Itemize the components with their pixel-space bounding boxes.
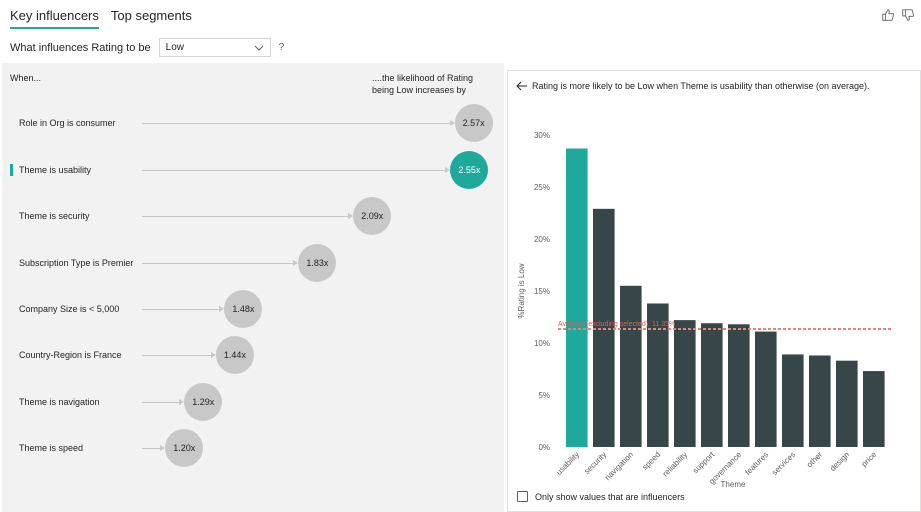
bar-reliability[interactable] — [674, 320, 696, 447]
target-filter: What influences Rating to be Low ? — [10, 38, 284, 57]
tab-strip: Key influencers Top segments — [10, 8, 192, 29]
influencer-row[interactable]: Theme is security 2.09x — [2, 196, 504, 236]
connector-arrow-icon — [445, 167, 451, 173]
tab-key-influencers[interactable]: Key influencers — [10, 8, 99, 29]
influencer-label: Subscription Type is Premier — [19, 258, 134, 268]
y-tick-label: 30% — [534, 131, 550, 140]
detail-description: Rating is more likely to be Low when The… — [532, 81, 870, 91]
influencers-only-checkbox[interactable]: Only show values that are influencers — [517, 491, 685, 502]
influencer-label: Theme is security — [19, 211, 90, 221]
bar-speed[interactable] — [647, 303, 669, 447]
bar-services[interactable] — [782, 354, 804, 447]
influencer-value-bubble[interactable]: 2.09x — [353, 197, 392, 235]
x-tick-label: price — [860, 450, 879, 469]
connector-arrow-icon — [348, 213, 354, 219]
influencer-connector-line — [142, 170, 447, 171]
bar-features[interactable] — [755, 331, 777, 447]
influencer-value-bubble[interactable]: 1.20x — [165, 429, 204, 467]
connector-arrow-icon — [210, 352, 216, 358]
influencer-label: Role in Org is consumer — [19, 118, 116, 128]
influencer-label: Company Size is < 5,000 — [19, 304, 120, 314]
connector-arrow-icon — [293, 260, 299, 266]
checkbox-label: Only show values that are influencers — [535, 491, 685, 502]
bar-security[interactable] — [593, 208, 615, 447]
help-icon[interactable]: ? — [278, 42, 285, 53]
x-tick-label: usability — [554, 450, 581, 477]
x-tick-label: reliability — [661, 450, 689, 478]
influencer-value-bubble[interactable]: 1.48x — [224, 290, 263, 328]
influencer-row[interactable]: Theme is speed 1.20x — [2, 428, 504, 468]
bar-price[interactable] — [863, 371, 885, 447]
influencer-row[interactable]: Theme is navigation 1.29x — [2, 382, 504, 422]
bar-design[interactable] — [836, 360, 858, 447]
influencer-connector-line — [142, 309, 221, 310]
influencer-label: Country-Region is France — [19, 350, 122, 360]
x-tick-label: other — [805, 450, 824, 469]
x-axis-title: Theme — [721, 480, 746, 489]
influencer-connector-line — [142, 355, 212, 356]
influencer-connector-line — [142, 263, 295, 264]
influencer-value-bubble[interactable]: 2.57x — [454, 104, 493, 142]
y-tick-label: 10% — [534, 339, 550, 348]
when-header: When... — [10, 73, 42, 83]
connector-arrow-icon — [219, 306, 225, 312]
influencer-row[interactable]: Role in Org is consumer 2.57x — [2, 103, 504, 143]
influencer-connector-line — [142, 216, 350, 217]
bar-other[interactable] — [809, 355, 831, 447]
x-tick-label: security — [582, 450, 608, 476]
y-tick-label: 0% — [538, 443, 550, 452]
bar-governance[interactable] — [728, 324, 750, 447]
influencer-label: Theme is speed — [19, 443, 84, 453]
x-tick-label: navigation — [603, 450, 635, 482]
dropdown-selected-value: Low — [165, 42, 184, 53]
connector-arrow-icon — [179, 399, 185, 405]
average-reference-label: Average (excluding selected): 11.35% — [558, 321, 675, 328]
influencer-value-bubble[interactable]: 1.83x — [298, 244, 337, 282]
x-tick-label: design — [828, 450, 851, 473]
influencers-panel: When... ....the likelihood of Rating bei… — [2, 63, 504, 512]
selected-marker — [10, 164, 13, 176]
influencer-connector-line — [142, 448, 162, 449]
likelihood-header: ....the likelihood of Rating being Low i… — [372, 73, 474, 95]
thumbs-up-icon[interactable] — [881, 8, 895, 22]
y-axis-title: %Rating is Low — [517, 263, 526, 318]
connector-arrow-icon — [449, 120, 455, 126]
influencer-connector-line — [142, 402, 181, 403]
x-tick-label: speed — [640, 450, 662, 472]
feedback-buttons — [881, 8, 915, 22]
influencer-row[interactable]: Company Size is < 5,000 1.48x — [2, 289, 504, 329]
x-tick-label: support — [691, 450, 717, 476]
influencer-label: Theme is usability — [19, 165, 92, 175]
influencer-label: Theme is navigation — [19, 397, 100, 407]
detail-panel: Rating is more likely to be Low when The… — [507, 70, 921, 512]
rating-by-theme-chart: 0% 5% 10% 15% 20% 25% 30% %Rating is Low usabili… — [517, 131, 892, 489]
back-arrow-icon[interactable] — [516, 81, 528, 91]
influencer-value-bubble[interactable]: 2.55x — [450, 151, 489, 189]
rating-value-dropdown[interactable]: Low — [158, 38, 271, 57]
filter-label: What influences Rating to be — [10, 41, 151, 54]
y-tick-label: 20% — [534, 235, 550, 244]
connector-arrow-icon — [160, 445, 166, 451]
influencer-value-bubble[interactable]: 1.44x — [215, 336, 254, 374]
detail-header: Rating is more likely to be Low when The… — [516, 81, 870, 91]
chevron-down-icon — [254, 45, 263, 51]
bar-usability[interactable] — [566, 148, 588, 447]
y-tick-label: 5% — [538, 391, 550, 400]
bar-support[interactable] — [701, 323, 723, 447]
influencer-row[interactable]: Subscription Type is Premier 1.83x — [2, 243, 504, 283]
influencer-connector-line — [142, 123, 451, 124]
bar-navigation[interactable] — [620, 285, 642, 447]
y-tick-label: 25% — [534, 183, 550, 192]
tab-top-segments[interactable]: Top segments — [110, 8, 192, 23]
y-tick-label: 15% — [534, 287, 550, 296]
thumbs-down-icon[interactable] — [901, 8, 915, 22]
checkbox-box[interactable] — [517, 491, 528, 502]
x-tick-label: services — [770, 450, 797, 477]
influencer-row[interactable]: Theme is usability 2.55x — [2, 150, 504, 190]
x-tick-label: features — [743, 450, 770, 477]
influencer-value-bubble[interactable]: 1.29x — [184, 383, 223, 421]
influencer-row[interactable]: Country-Region is France 1.44x — [2, 335, 504, 375]
